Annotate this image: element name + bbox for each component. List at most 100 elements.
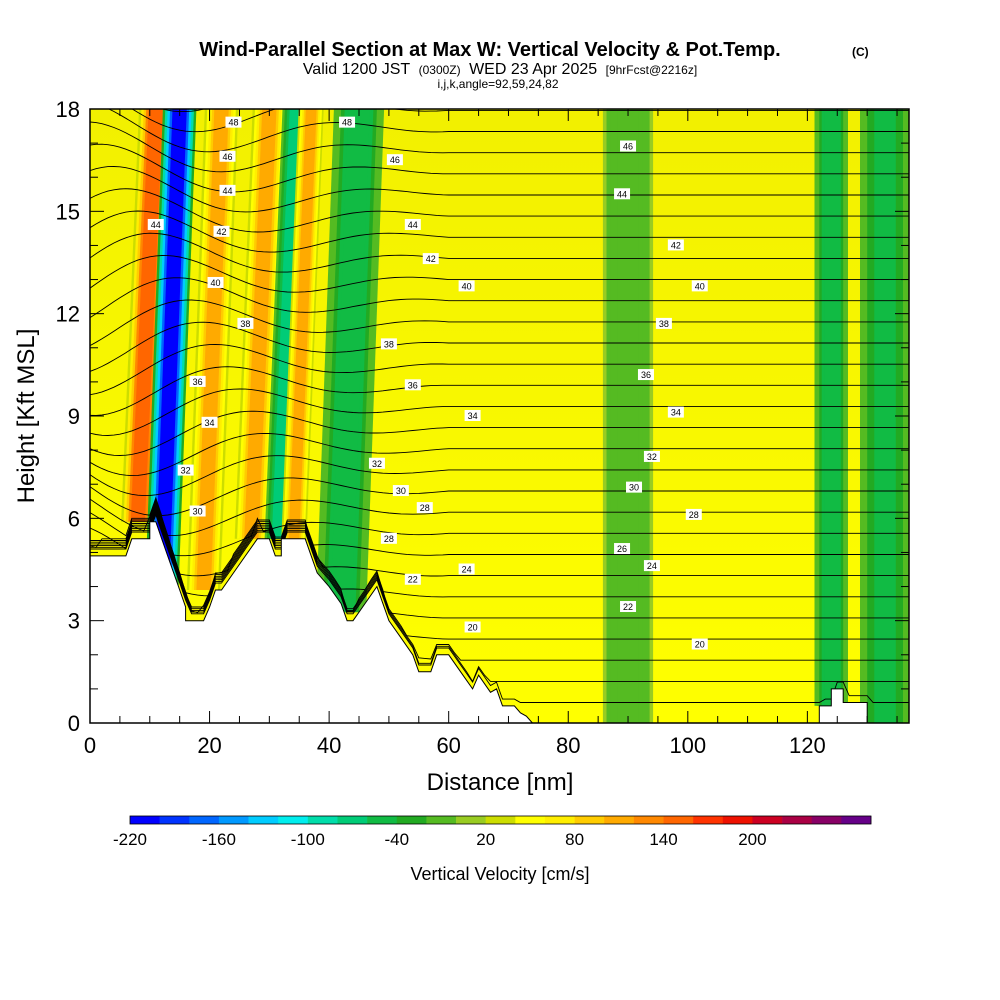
contour-label: 32 — [368, 457, 385, 469]
contour-label: 22 — [404, 573, 421, 585]
theta-contour — [107, 109, 909, 153]
svg-text:44: 44 — [222, 186, 232, 196]
velocity-band — [244, 109, 277, 539]
colorbar-swatch — [515, 816, 546, 824]
colorbar-swatch — [367, 816, 398, 824]
colorbar-swatch — [189, 816, 220, 824]
theta-contour — [90, 299, 909, 346]
svg-text:48: 48 — [228, 118, 238, 128]
contour-label: 48 — [339, 116, 356, 128]
contour-label: 44 — [614, 188, 631, 200]
x-tick-label: 20 — [197, 733, 221, 758]
svg-text:36: 36 — [641, 370, 651, 380]
contour-label: 20 — [691, 638, 708, 650]
colorbar-swatch — [426, 816, 457, 824]
contour-label: 40 — [207, 276, 224, 288]
contour-label: 38 — [237, 317, 254, 329]
svg-text:22: 22 — [408, 575, 418, 585]
subtitle-date: WED 23 Apr 2025 — [469, 61, 597, 78]
contour-label: 20 — [464, 621, 481, 633]
y-tick-label: 12 — [56, 302, 80, 327]
theta-contour — [90, 121, 909, 173]
velocity-band — [130, 109, 163, 522]
contour-label: 34 — [201, 416, 218, 428]
y-tick-label: 9 — [68, 404, 80, 429]
contour-label: 46 — [219, 150, 236, 162]
chart-title-mark: (C) — [852, 45, 869, 59]
y-tick-label: 15 — [56, 199, 80, 224]
y-axis-label: Height [Kft MSL] — [13, 329, 40, 504]
theta-contour — [90, 321, 909, 372]
colorbar-swatch — [159, 816, 190, 824]
contour-label: 46 — [386, 154, 403, 166]
subtitle-zulu: (0300Z) — [419, 63, 461, 77]
x-axis-label: Distance [nm] — [427, 769, 574, 796]
colorbar-label: 20 — [476, 830, 495, 849]
theta-contour — [90, 501, 909, 577]
colorbar-swatch — [130, 816, 160, 824]
svg-text:22: 22 — [623, 602, 633, 612]
theta-contour — [90, 455, 909, 497]
x-tick-label: 120 — [789, 733, 826, 758]
potential-temperature-contours — [90, 109, 909, 703]
y-tick-label: 18 — [56, 97, 80, 122]
theta-contour — [90, 344, 909, 396]
svg-text:44: 44 — [408, 220, 418, 230]
contour-label: 44 — [219, 184, 236, 196]
svg-text:36: 36 — [408, 380, 418, 390]
contour-label: 36 — [189, 375, 206, 387]
theta-contour — [90, 410, 909, 456]
theta-contour — [90, 506, 909, 619]
x-axis: 0 20 40 60 80 100 120 — [84, 109, 898, 758]
contour-label: 32 — [177, 464, 194, 476]
svg-text:30: 30 — [629, 483, 639, 493]
contour-label: 46 — [620, 140, 637, 152]
y-tick-label: 0 — [68, 711, 80, 736]
velocity-band — [287, 109, 317, 556]
theta-contour — [90, 232, 909, 273]
contour-label: 34 — [464, 410, 481, 421]
svg-text:26: 26 — [617, 544, 627, 554]
colorbar-swatch — [337, 816, 368, 824]
svg-text:40: 40 — [462, 281, 472, 291]
x-tick-label: 100 — [669, 733, 706, 758]
svg-text:42: 42 — [671, 240, 681, 250]
svg-text:32: 32 — [647, 452, 657, 462]
svg-text:48: 48 — [342, 118, 352, 128]
theta-contour — [90, 277, 909, 318]
svg-text:30: 30 — [193, 507, 203, 517]
x-tick-label: 40 — [317, 733, 341, 758]
colorbar-swatch — [752, 816, 783, 824]
colorbar-frame — [129, 815, 872, 825]
contour-label: 38 — [655, 317, 672, 329]
subtitle-prefix: Valid 1200 JST — [303, 61, 411, 78]
svg-text:46: 46 — [222, 152, 232, 162]
svg-text:46: 46 — [390, 155, 400, 165]
colorbar-swatch — [218, 816, 249, 824]
colorbar-swatch — [604, 816, 635, 824]
svg-text:28: 28 — [384, 534, 394, 544]
contour-label: 34 — [667, 406, 684, 418]
colorbar-label: 200 — [738, 830, 766, 849]
colorbar-swatch — [248, 816, 279, 824]
colorbar-swatch — [841, 816, 872, 824]
svg-text:40: 40 — [695, 281, 705, 291]
velocity-band — [330, 109, 370, 613]
svg-text:38: 38 — [384, 339, 394, 349]
svg-text:36: 36 — [193, 377, 203, 387]
velocity-band — [874, 109, 896, 723]
theta-contour — [90, 255, 909, 293]
contour-label: 42 — [667, 239, 684, 251]
contour-label: 30 — [392, 485, 409, 497]
theta-contour — [90, 432, 909, 477]
svg-text:44: 44 — [617, 189, 627, 199]
contour-label: 44 — [147, 218, 164, 230]
contour-label: 24 — [643, 560, 660, 572]
contour-label: 48 — [225, 116, 242, 128]
theta-contour — [90, 388, 909, 436]
colorbar-label: -100 — [291, 830, 325, 849]
svg-text:40: 40 — [211, 278, 221, 288]
theta-contour — [90, 505, 909, 614]
theta-contour — [90, 499, 909, 557]
